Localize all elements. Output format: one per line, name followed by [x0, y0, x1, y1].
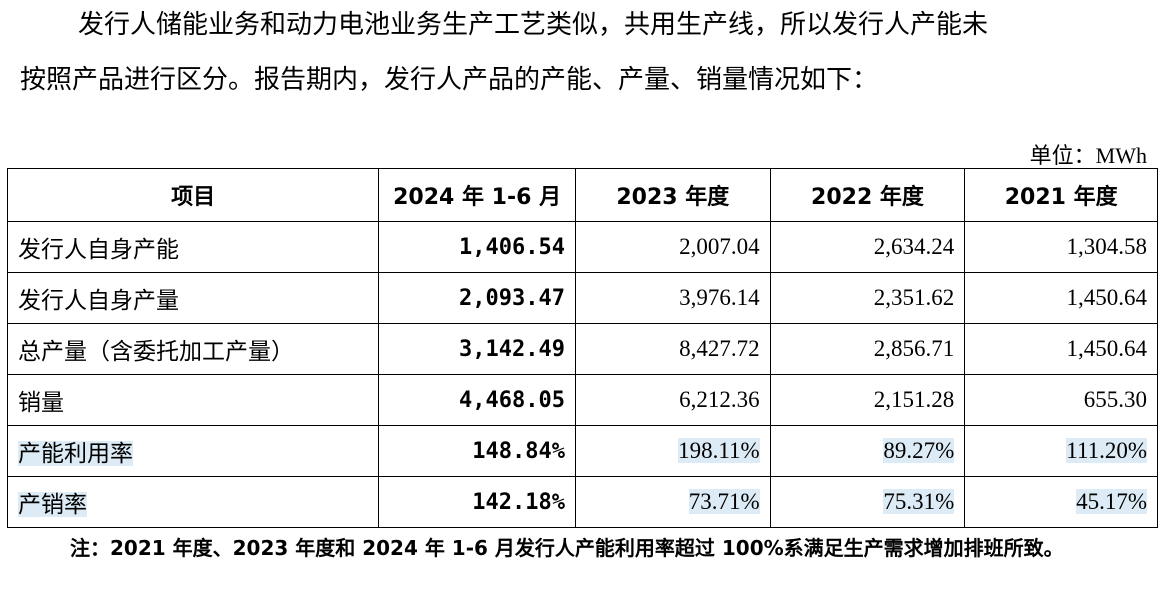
- cell-text: 2,151.28: [873, 387, 955, 412]
- table-cell: 2,093.47: [378, 272, 576, 324]
- header-cell: 项目: [6, 168, 380, 222]
- note: 注：2021 年度、2023 年度和 2024 年 1-6 月发行人产能利用率超…: [70, 536, 1064, 560]
- cell-text: 1,304.58: [1066, 234, 1148, 259]
- cell-text: 2,856.71: [873, 336, 955, 361]
- table-row: 产能利用率 148.84% 198.11% 89.27% 111.20%: [6, 425, 1158, 477]
- cell-text: 1,406.54: [458, 234, 565, 260]
- paragraph-line: 按照产品进行区分。报告期内，发行人产品的产能、产量、销量情况如下：: [20, 65, 879, 94]
- table-cell: 4,468.05: [378, 374, 576, 426]
- table-cell: 2,634.24: [769, 221, 966, 273]
- table-cell: 1,450.64: [964, 323, 1158, 375]
- table-cell: 2,007.04: [574, 221, 771, 273]
- cell-text: 73.71%: [688, 489, 760, 514]
- data-table: 项目 2024 年 1-6 月 2023 年度 2022 年度 2021 年度 发行人自…: [6, 168, 1158, 528]
- table-cell: 销量: [6, 374, 380, 426]
- cell-text: 75.31%: [883, 489, 955, 514]
- cell-text: 2,093.47: [458, 285, 565, 311]
- table-cell: 1,450.64: [964, 272, 1158, 324]
- header-cell: 2023 年度: [574, 168, 771, 222]
- header-cell: 2022 年度: [769, 168, 966, 222]
- cell-text: 发行人自身产量: [18, 288, 179, 313]
- table-cell: 发行人自身产能: [6, 221, 380, 273]
- table-cell: 655.30: [964, 374, 1158, 426]
- table-row: 产销率 142.18% 73.71% 75.31% 45.17%: [6, 476, 1158, 528]
- table-cell: 2,351.62: [769, 272, 966, 324]
- cell-text: 发行人自身产能: [18, 237, 179, 262]
- table-cell: 3,976.14: [574, 272, 771, 324]
- table-cell: 89.27%: [769, 425, 966, 477]
- header-row: 项目 2024 年 1-6 月 2023 年度 2022 年度 2021 年度: [6, 168, 1158, 222]
- table-cell: 1,406.54: [378, 221, 576, 273]
- table-cell: 产销率: [6, 476, 380, 528]
- table-cell: 2,856.71: [769, 323, 966, 375]
- table-cell: 75.31%: [769, 476, 966, 528]
- paragraph-line: 发行人储能业务和动力电池业务生产工艺类似，共用生产线，所以发行人产能未: [78, 10, 989, 39]
- cell-text: 产能利用率: [18, 441, 133, 466]
- table-row: 发行人自身产能 1,406.54 2,007.04 2,634.24 1,304.58: [6, 221, 1158, 273]
- cell-text: 3,142.49: [458, 336, 565, 362]
- table-cell: 1,304.58: [964, 221, 1158, 273]
- table-cell: 148.84%: [378, 425, 576, 477]
- table-row: 销量 4,468.05 6,212.36 2,151.28 655.30: [6, 374, 1158, 426]
- cell-text: 148.84%: [472, 438, 565, 464]
- cell-text: 1,450.64: [1066, 336, 1148, 361]
- table-cell: 8,427.72: [574, 323, 771, 375]
- cell-text: 142.18%: [472, 489, 565, 515]
- table-row: 发行人自身产量 2,093.47 3,976.14 2,351.62 1,450.64: [6, 272, 1158, 324]
- cell-text: 2,007.04: [679, 234, 760, 259]
- table-cell: 2,151.28: [769, 374, 966, 426]
- table-cell: 3,142.49: [378, 323, 576, 375]
- table-cell: 111.20%: [964, 425, 1158, 477]
- table-cell: 142.18%: [378, 476, 576, 528]
- cell-text: 198.11%: [678, 438, 760, 463]
- cell-text: 655.30: [1083, 387, 1147, 412]
- unit-label: 单位：MWh: [1029, 143, 1147, 168]
- table-cell: 6,212.36: [574, 374, 771, 426]
- cell-text: 销量: [18, 390, 64, 415]
- cell-text: 45.17%: [1076, 489, 1147, 514]
- table-cell: 73.71%: [574, 476, 771, 528]
- header-cell: 2021 年度: [964, 168, 1158, 222]
- table-cell: 总产量（含委托加工产量）: [6, 323, 380, 375]
- cell-text: 总产量（含委托加工产量）: [18, 339, 294, 364]
- cell-text: 2,634.24: [873, 234, 955, 259]
- table-body: 发行人自身产能 1,406.54 2,007.04 2,634.24 1,304.58 发…: [6, 221, 1158, 528]
- header-cell: 2024 年 1-6 月: [378, 168, 576, 222]
- cell-text: 产销率: [18, 492, 87, 517]
- cell-text: 111.20%: [1066, 438, 1147, 463]
- cell-text: 8,427.72: [679, 336, 760, 361]
- table-cell: 发行人自身产量: [6, 272, 380, 324]
- paragraph: 发行人储能业务和动力电池业务生产工艺类似，共用生产线，所以发行人产能未 按照产品…: [20, 0, 1150, 107]
- table-cell: 产能利用率: [6, 425, 380, 477]
- table-cell: 45.17%: [964, 476, 1158, 528]
- table-cell: 198.11%: [574, 425, 771, 477]
- cell-text: 1,450.64: [1066, 285, 1148, 310]
- cell-text: 3,976.14: [679, 285, 760, 310]
- cell-text: 4,468.05: [458, 387, 565, 413]
- cell-text: 2,351.62: [873, 285, 955, 310]
- cell-text: 89.27%: [883, 438, 955, 463]
- table-row: 总产量（含委托加工产量） 3,142.49 8,427.72 2,856.71 1,45…: [6, 323, 1158, 375]
- cell-text: 6,212.36: [679, 387, 760, 412]
